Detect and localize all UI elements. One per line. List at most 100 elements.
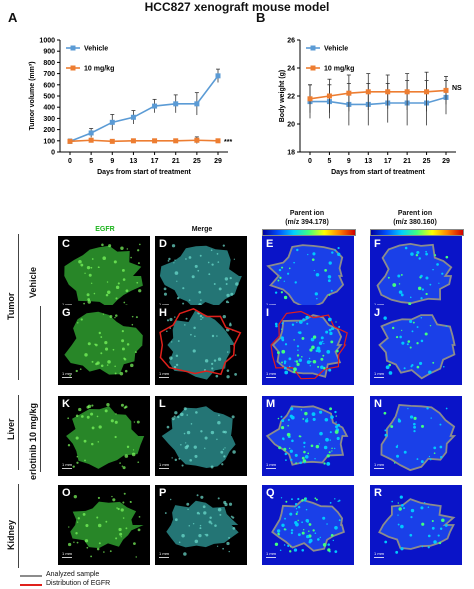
ion-signal-dot — [278, 446, 282, 450]
stain-speckle — [67, 444, 71, 447]
ion-signal-dot — [318, 443, 320, 445]
stain-speckle — [103, 551, 105, 553]
stain-speckle — [214, 524, 217, 527]
ion-signal-dot — [400, 503, 404, 507]
ion-signal-dot — [314, 292, 318, 296]
series-line-vehicle — [69, 75, 219, 143]
micrograph-i: 1 mm I — [262, 305, 354, 385]
stain-speckle — [169, 356, 173, 360]
stain-speckle — [120, 246, 124, 251]
data-point-vehicle — [152, 103, 158, 109]
scale-bar-label: 1 mm — [159, 371, 170, 376]
tissue-section — [64, 311, 143, 375]
stain-speckle — [169, 317, 173, 322]
ion-signal-dot — [276, 351, 280, 355]
stain-speckle — [177, 340, 180, 342]
stain-speckle — [226, 369, 230, 372]
ion-signal-dot — [420, 460, 424, 464]
ion-signal-dot — [279, 276, 282, 279]
stain-speckle — [125, 289, 129, 293]
stain-speckle — [175, 354, 179, 358]
stain-speckle — [123, 358, 127, 361]
ion-signal-dot — [316, 297, 318, 300]
y-tick-label: 200 — [43, 127, 55, 134]
stain-speckle — [122, 466, 126, 470]
ion-signal-dot — [398, 507, 402, 511]
stain-speckle — [115, 537, 118, 540]
ion-signal-dot — [308, 523, 312, 526]
ion-signal-dot — [384, 433, 388, 437]
ion-signal-dot — [429, 458, 432, 461]
scale-bar — [159, 468, 169, 469]
ion-signal-dot — [331, 447, 333, 450]
stain-speckle — [97, 523, 102, 528]
ion-signal-dot — [296, 511, 299, 514]
ion-signal-dot — [306, 322, 309, 325]
stain-speckle — [126, 343, 130, 346]
stain-speckle — [226, 351, 229, 353]
ion-signal-dot — [335, 321, 337, 323]
stain-speckle — [204, 533, 206, 536]
ion-signal-dot — [421, 424, 424, 428]
micrograph-k: 1 mm K — [58, 396, 150, 476]
ion-signal-dot — [397, 514, 399, 516]
scale-bar-label: 1 mm — [159, 462, 170, 467]
ion-signal-dot — [316, 346, 321, 351]
ion-signal-dot — [433, 446, 437, 450]
stain-speckle — [67, 542, 72, 547]
stain-speckle — [122, 501, 125, 504]
stain-speckle — [186, 414, 189, 416]
micrograph-h: 1 mm H — [155, 305, 247, 385]
tumor-volume-chart: 0 100 200 300 400 500 600 700 800 900 1000 0 5 9 13 17 2… — [29, 38, 232, 177]
stain-speckle — [119, 532, 123, 536]
ion-signal-dot — [281, 361, 283, 364]
tumor-bracket — [18, 234, 19, 380]
ion-signal-dot — [329, 431, 332, 434]
ion-signal-dot — [308, 357, 311, 360]
stain-speckle — [136, 420, 140, 424]
y-tick-label: 18 — [287, 150, 295, 157]
panel-letter-f: F — [374, 238, 381, 250]
stain-speckle — [96, 516, 99, 519]
ion-signal-dot — [420, 274, 423, 278]
ion-signal-dot — [323, 342, 325, 345]
stain-speckle — [219, 513, 222, 516]
scale-bar-label: 1 mm — [374, 462, 385, 467]
legend-marker — [310, 65, 316, 71]
stain-speckle — [104, 409, 108, 413]
ion-signal-dot — [294, 502, 298, 506]
stain-speckle — [124, 369, 128, 373]
ion-signal-dot — [283, 360, 287, 363]
ion-signal-dot — [397, 419, 402, 423]
panel-letter-h: H — [159, 307, 167, 319]
ion-signal-dot — [281, 419, 285, 423]
ion-signal-dot — [290, 529, 294, 532]
ion-signal-dot — [439, 527, 443, 530]
stain-speckle — [163, 287, 167, 291]
stain-speckle — [168, 257, 171, 261]
ion-signal-dot — [298, 320, 303, 324]
ion-signal-dot — [409, 346, 412, 349]
ion-signal-dot — [317, 349, 321, 353]
stain-speckle — [136, 281, 139, 284]
stain-speckle — [114, 316, 116, 319]
ion-signal-dot — [433, 452, 436, 455]
y-tick-label: 500 — [43, 94, 55, 101]
legend-label: 10 mg/kg — [324, 66, 354, 73]
ion-signal-dot — [297, 519, 299, 522]
ion-signal-dot — [445, 255, 449, 259]
stain-speckle — [106, 403, 110, 407]
stain-speckle — [176, 296, 180, 300]
y-tick-label: 700 — [43, 71, 55, 78]
ion-signal-dot — [287, 424, 289, 427]
stain-speckle — [210, 465, 214, 469]
tissue-section — [167, 310, 235, 380]
stain-speckle — [182, 287, 185, 290]
x-tick-label: 0 — [308, 158, 312, 165]
data-point-treated — [346, 90, 352, 96]
stain-speckle — [85, 523, 89, 528]
ion-signal-dot — [432, 268, 434, 271]
ion-signal-dot — [274, 542, 279, 546]
ion-signal-dot — [325, 330, 329, 334]
ion-signal-dot — [391, 326, 395, 330]
